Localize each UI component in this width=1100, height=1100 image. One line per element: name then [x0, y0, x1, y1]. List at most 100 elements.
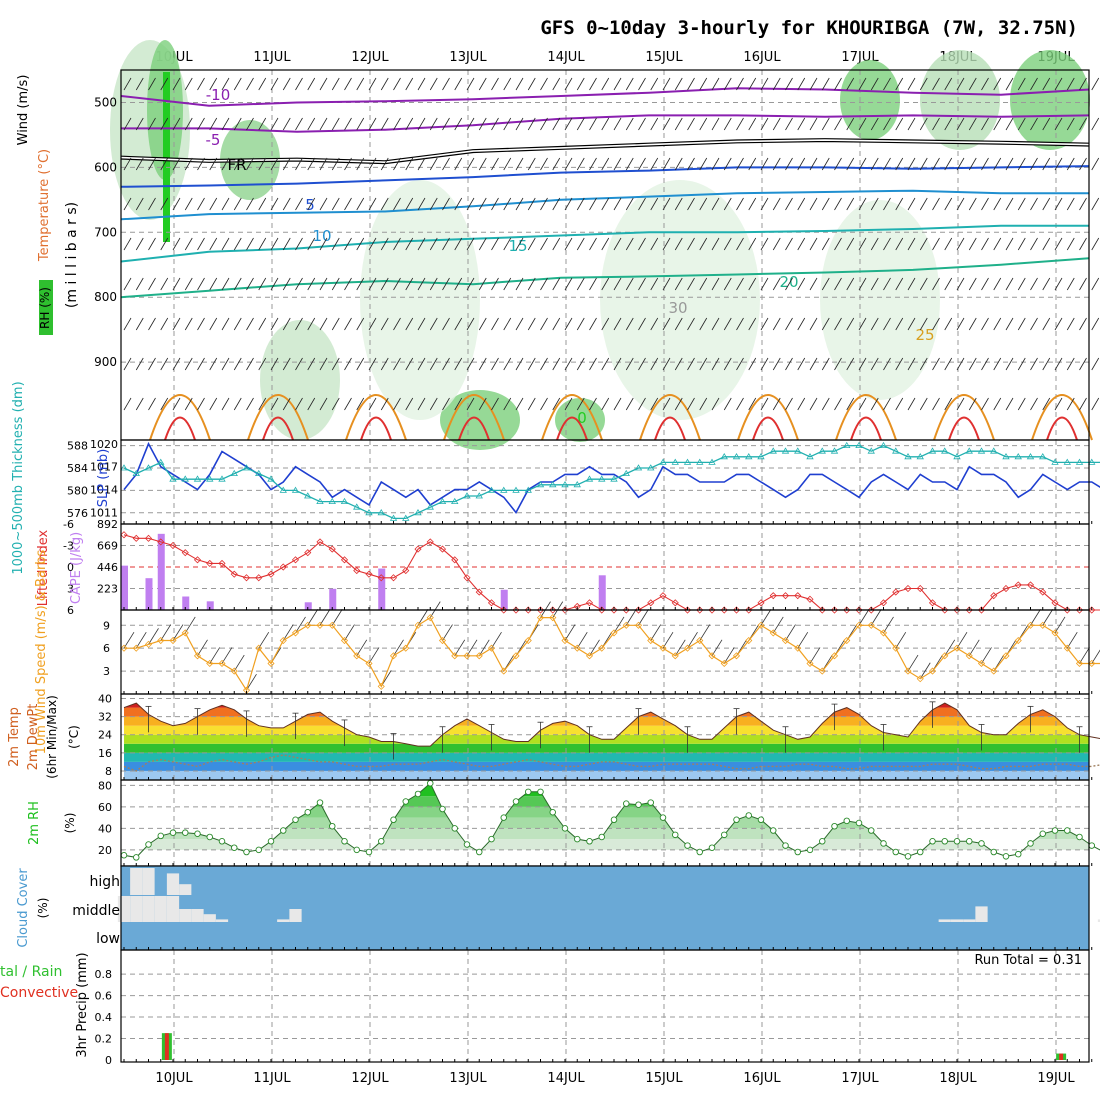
lifted-index-marker: [904, 584, 912, 593]
wind-tick: 6: [103, 642, 110, 655]
wind-barb: [613, 277, 622, 291]
lifted-index-marker: [990, 592, 998, 600]
wind-barb: [307, 157, 316, 171]
wind-barb: [1030, 397, 1038, 411]
lifted-index-marker: [953, 606, 961, 614]
wind-barb: [772, 197, 781, 211]
precip-conv-bar: [1059, 1053, 1064, 1060]
contour-label: 5: [305, 196, 315, 214]
wind-barb: [160, 277, 169, 291]
wind-barb: [515, 357, 524, 371]
rh-marker: [230, 844, 238, 851]
wind-barb: [932, 357, 940, 371]
lifted-index-marker: [536, 606, 545, 614]
wind-barb: [662, 277, 671, 291]
lifted-index-marker: [291, 556, 300, 564]
wind-barb: [662, 397, 671, 411]
wind-barb: [478, 237, 487, 251]
rh-marker: [488, 835, 495, 843]
rh-marker: [169, 829, 177, 836]
wind-speed-marker: [965, 652, 973, 660]
wind-barb: [368, 77, 377, 91]
wind-barb: [736, 237, 744, 251]
wind-barb: [674, 397, 683, 411]
lifted-axis-label: Lifted Index: [36, 529, 51, 606]
rh-marker: [623, 800, 630, 807]
day-label-top: 12JUL: [351, 50, 389, 65]
wind-barb: [209, 197, 218, 211]
wind-speed-marker: [794, 644, 802, 652]
wind-barb: [454, 117, 463, 131]
wind-speed-marker: [169, 636, 177, 645]
wind-barb: [527, 357, 536, 371]
wind-barb: [405, 357, 414, 371]
wind-barb: [417, 237, 426, 251]
pressure-tick: 500: [94, 95, 117, 109]
wind-barb: [846, 237, 855, 251]
wind-barb: [699, 157, 708, 171]
lifted-index-marker: [144, 534, 153, 542]
rh-band: [124, 839, 1089, 850]
thickness-marker: [867, 447, 875, 454]
wind-barb: [197, 237, 205, 251]
wind-barb: [197, 397, 205, 411]
cloud-middle: [1097, 919, 1100, 922]
rh-marker: [512, 798, 520, 805]
wind-barb: [148, 397, 156, 411]
wind-barb: [270, 157, 279, 171]
wind-barb: [711, 397, 720, 411]
rh-marker: [868, 827, 875, 834]
temp-band: [124, 716, 1089, 726]
wind-barb: [172, 77, 181, 91]
lifted-index-marker: [1039, 588, 1047, 596]
wind-barb: [368, 237, 377, 251]
wind-barb: [711, 317, 720, 331]
wind-barb: [1066, 317, 1075, 331]
wind-barb: [123, 197, 132, 211]
wind-barb: [123, 277, 132, 291]
wind-speed-marker: [120, 644, 128, 652]
temp-tick: 24: [98, 729, 112, 742]
wind-barb: [968, 397, 977, 411]
cloud-high: [142, 868, 155, 895]
wind10m-panel: 9 6 3 10m Wind Speed (m/s) & Barbs: [34, 549, 1100, 754]
wind-barb: [368, 317, 377, 331]
rh-marker: [757, 816, 765, 824]
wind-barb: [491, 317, 499, 331]
wind-barb: [968, 237, 977, 251]
thickness-marker: [279, 486, 287, 493]
wind-barb: [613, 117, 622, 131]
wind-barb: [552, 277, 561, 291]
wind-barb: [393, 317, 401, 331]
wind-barb: [197, 357, 205, 371]
wind-barb: [258, 317, 267, 331]
wind-barb: [209, 237, 218, 251]
wind-barb: [1042, 117, 1051, 131]
wind-barb: [772, 157, 781, 171]
wind-barb: [503, 237, 512, 251]
wind-barb: [552, 157, 561, 171]
wind-barb: [454, 77, 463, 91]
wind-barb: [760, 609, 772, 626]
rh2m-panel: 80 60 40 20 2m RH (%): [27, 779, 1100, 867]
wind-barb: [907, 357, 916, 371]
wind-barb: [919, 157, 928, 171]
wind-speed-marker: [389, 652, 398, 660]
rh-marker: [451, 825, 459, 832]
wind-barb: [895, 397, 904, 411]
wind-barb: [968, 639, 980, 657]
wind-barb: [1054, 237, 1063, 251]
wind-speed-marker: [524, 636, 532, 645]
wind-barb: [160, 77, 169, 91]
lifted-index-marker: [181, 549, 189, 557]
wind-speed-marker: [855, 621, 863, 629]
wind-barb: [699, 197, 708, 211]
dewpoint-line: [123, 754, 1100, 772]
wind-barb: [1066, 397, 1075, 411]
wind-barb: [760, 237, 769, 251]
wind-barb: [1079, 77, 1087, 91]
pressure-tick: 800: [94, 290, 117, 304]
wind-barb: [625, 117, 634, 131]
wind-barb: [356, 237, 365, 251]
